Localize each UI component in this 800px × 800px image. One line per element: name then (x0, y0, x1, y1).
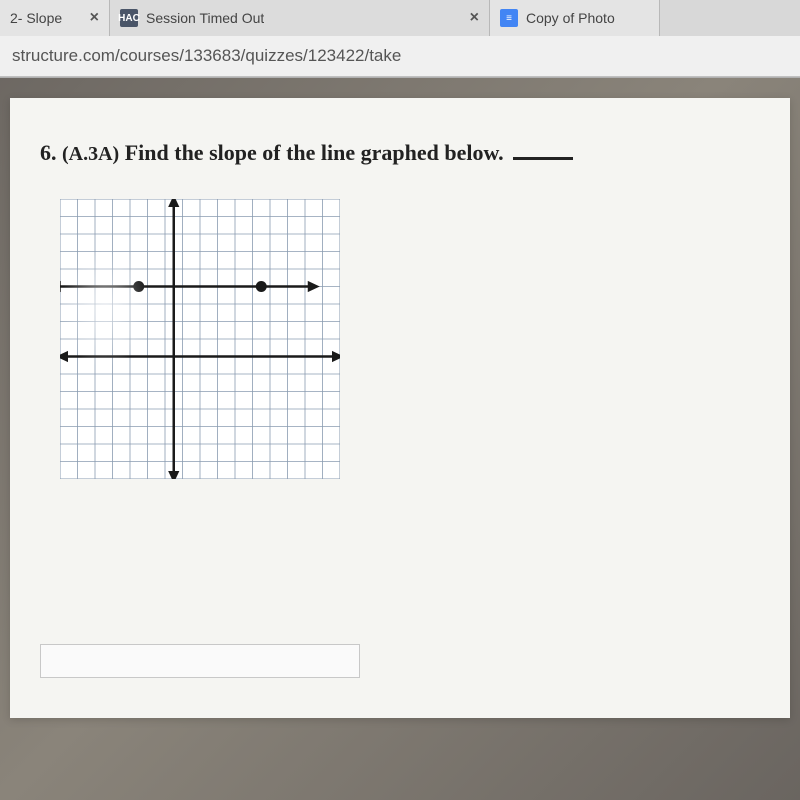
question-prompt: Find the slope of the line graphed below… (125, 140, 504, 165)
url-text: structure.com/courses/133683/quizzes/123… (12, 46, 401, 65)
coordinate-graph (60, 199, 340, 479)
tab-title: 2- Slope (10, 10, 62, 26)
answer-input[interactable] (40, 644, 360, 678)
tab-copy[interactable]: ≡ Copy of Photo (490, 0, 660, 36)
tab-session[interactable]: HAC Session Timed Out × (110, 0, 490, 36)
tab-slope[interactable]: 2- Slope × (0, 0, 110, 36)
question-text: 6. (A.3A) Find the slope of the line gra… (40, 138, 760, 169)
browser-chrome: 2- Slope × HAC Session Timed Out × ≡ Cop… (0, 0, 800, 78)
close-icon[interactable]: × (90, 9, 99, 27)
question-code: (A.3A) (62, 143, 119, 165)
doc-icon: ≡ (500, 9, 518, 27)
answer-blank (513, 157, 573, 160)
tab-title: Session Timed Out (146, 10, 264, 26)
tab-bar: 2- Slope × HAC Session Timed Out × ≡ Cop… (0, 0, 800, 36)
question-number: 6. (40, 140, 57, 165)
close-icon[interactable]: × (470, 9, 479, 27)
url-bar[interactable]: structure.com/courses/133683/quizzes/123… (0, 36, 800, 77)
hac-icon: HAC (120, 9, 138, 27)
graph-container (60, 199, 760, 484)
quiz-page: 6. (A.3A) Find the slope of the line gra… (10, 98, 790, 718)
tab-title: Copy of Photo (526, 10, 615, 26)
